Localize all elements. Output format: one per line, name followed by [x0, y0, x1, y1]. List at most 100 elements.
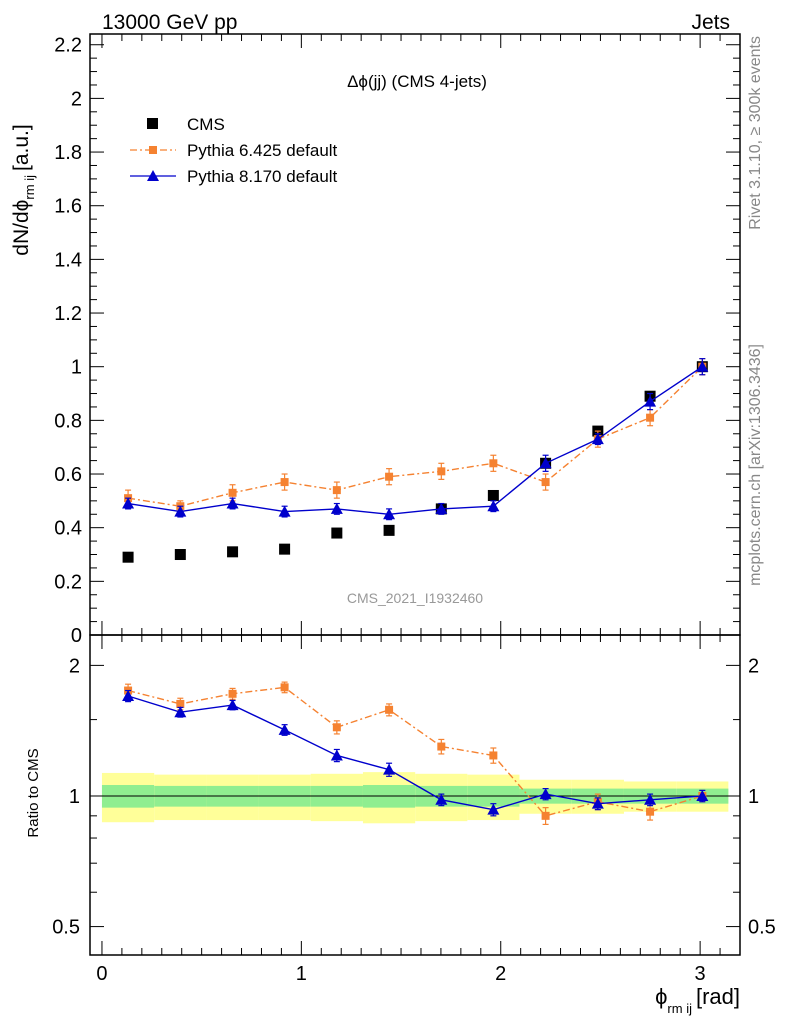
y-axis-label-main-unit: [a.u.]: [10, 124, 33, 171]
energy-label: 13000 GeV pp: [102, 11, 237, 34]
svg-text:dN/dϕrm ij[a.u.]: dN/dϕrm ij [a.u.]: [10, 124, 37, 255]
pythia6-point: [646, 413, 655, 422]
y-tick-label: 2.2: [54, 35, 82, 57]
ratio-tick-label-right: 1: [748, 786, 759, 808]
ratio-panel-frame: [89, 634, 741, 956]
y-tick-label: 0.2: [54, 571, 82, 593]
x-axis-ticks: 0 1 2 3: [96, 34, 721, 985]
pythia8-point: [226, 497, 239, 509]
chart-title: Δϕ(jj) (CMS 4-jets): [347, 72, 487, 91]
main-series-layer: [122, 358, 709, 563]
mcplots-label: mcplots.cern.ch [arXiv:1306.3436]: [747, 344, 764, 586]
pythia8-point: [330, 502, 343, 514]
cms-point: [487, 489, 499, 501]
pythia8-ratio-point: [278, 723, 291, 735]
y-axis-label-main-sub: rm ij: [22, 175, 37, 200]
pythia8-point: [591, 433, 604, 445]
y-tick-label: 1.8: [54, 142, 82, 164]
pythia6-point: [228, 488, 237, 497]
y-tick-label: 1.2: [54, 303, 82, 325]
svg-text:ϕrm ij[rad]: ϕrm ij [rad]: [655, 984, 740, 1016]
analysis-id: CMS_2021_I1932460: [347, 590, 483, 606]
pythia6-point: [385, 472, 394, 481]
legend-marker-cms: [147, 118, 158, 129]
cms-point: [227, 546, 239, 558]
ratio-tick-label-right: 2: [748, 655, 759, 677]
pythia6-point: [541, 478, 550, 487]
x-tick-label: 1: [296, 963, 307, 985]
pythia8-point: [696, 360, 709, 372]
legend-label-py6: Pythia 6.425 default: [187, 141, 338, 160]
pythia8-point: [487, 500, 500, 512]
pythia8-point: [383, 508, 396, 520]
pythia8-point: [174, 505, 187, 517]
pythia6-ratio-point: [176, 699, 185, 708]
y-tick-label: 0.8: [54, 410, 82, 432]
pythia6-ratio-point: [489, 751, 498, 760]
pythia6-point: [332, 486, 341, 495]
ratio-tick-label-right: 0.5: [748, 917, 776, 939]
cms-point: [331, 527, 343, 539]
ratio-tick-label-left: 2: [69, 655, 80, 677]
legend-label-py8: Pythia 8.170 default: [187, 167, 338, 186]
pythia6-ratio-point: [228, 689, 237, 698]
pythia8-point: [122, 497, 135, 509]
y-tick-label: 0: [71, 625, 82, 647]
pythia8-ratio-point: [644, 793, 657, 805]
x-axis-label-unit: [rad]: [696, 984, 740, 1009]
pythia6-ratio-point: [646, 807, 655, 816]
legend-label-cms: CMS: [187, 115, 225, 134]
y-tick-label: 1.6: [54, 196, 82, 218]
y-axis-label-main-text: dN/dϕ: [10, 200, 33, 256]
pythia8-point: [278, 505, 291, 517]
legend-marker-py8: [147, 170, 159, 181]
pythia8-ratio-point: [696, 789, 709, 801]
y-tick-label: 1: [71, 357, 82, 379]
pythia6-ratio-point: [280, 683, 289, 692]
pythia6-point: [437, 467, 446, 476]
pythia8-line: [127, 366, 703, 515]
y-axis-label-ratio: Ratio to CMS: [25, 748, 42, 837]
rivet-label: Rivet 3.1.10, ≥ 300k events: [747, 36, 764, 230]
pythia6-point: [489, 459, 498, 468]
cms-point: [279, 543, 291, 555]
ratio-uncertainty-bands: [101, 772, 729, 824]
legend-marker-py6: [149, 146, 157, 154]
x-tick-label: 0: [96, 963, 107, 985]
pythia8-ratio-point: [174, 706, 187, 718]
cms-point: [383, 524, 395, 536]
y-tick-label: 2: [71, 88, 82, 110]
x-axis-label-text: ϕ: [655, 984, 667, 1009]
pythia8-point: [644, 395, 657, 407]
cms-point: [122, 551, 134, 563]
y-tick-label: 1.4: [54, 249, 82, 271]
ratio-tick-label-left: 0.5: [52, 917, 80, 939]
y-tick-label: 0.6: [54, 464, 82, 486]
y-axis-label-main: dN/dϕrm ij [a.u.]: [10, 124, 37, 255]
category-label: Jets: [691, 11, 730, 34]
pythia8-ratio-point: [330, 749, 343, 761]
pythia6-ratio-point: [332, 723, 341, 732]
pythia8-point: [435, 502, 448, 514]
pythia8-point: [539, 457, 552, 469]
pythia8-ratio-point: [383, 763, 396, 775]
pythia8-ratio-point: [435, 793, 448, 805]
pythia6-point: [280, 478, 289, 487]
x-axis-label-sub: rm ij: [667, 1001, 692, 1016]
pythia6-ratio-point: [541, 811, 550, 820]
pythia8-ratio-point: [226, 699, 239, 711]
x-axis-label: ϕrm ij [rad]: [655, 984, 740, 1016]
cms-point: [174, 549, 186, 561]
pythia8-ratio-point: [539, 788, 552, 800]
x-tick-label: 2: [495, 963, 506, 985]
legend: CMS Pythia 6.425 default Pythia 8.170 de…: [130, 115, 338, 186]
ratio-series-layer: [122, 681, 709, 826]
pythia8-ratio-point: [122, 690, 135, 702]
ratio-axis-ticks: 0.5 0.5 1 1 2 2: [52, 655, 776, 938]
main-axis-ticks: 0 0.2 0.4 0.6 0.8 1 1.2 1.4 1.6 1.8 2 2.2: [54, 35, 740, 647]
pythia8-ratio-line: [127, 695, 703, 811]
ratio-tick-label-left: 1: [69, 786, 80, 808]
pythia8-ratio-point: [487, 803, 500, 815]
pythia6-ratio-point: [385, 705, 394, 714]
